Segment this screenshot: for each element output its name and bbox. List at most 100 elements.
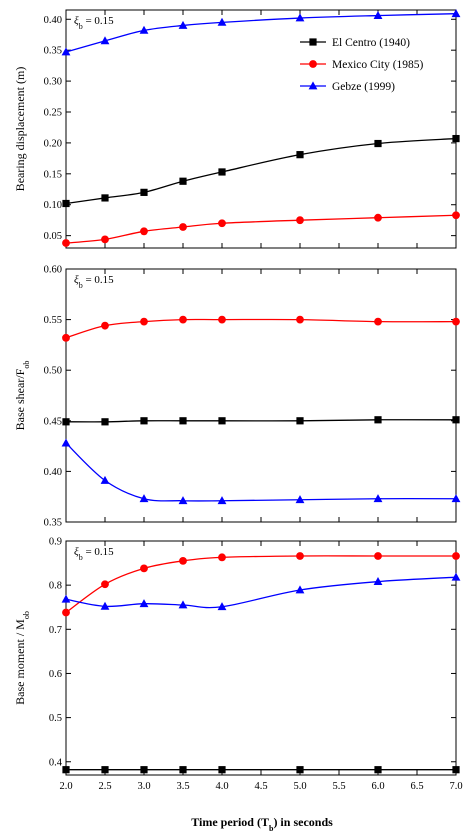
x-tick-label-7: 5.5 bbox=[332, 781, 345, 792]
x-tick-label-4: 4.0 bbox=[215, 781, 228, 792]
x-tick-label-10: 7.0 bbox=[449, 781, 462, 792]
data-point-4 bbox=[218, 168, 226, 176]
series-line bbox=[65, 555, 456, 614]
data-point-2 bbox=[140, 766, 148, 774]
data-point-3 bbox=[179, 556, 187, 565]
series-el-centro bbox=[62, 416, 460, 426]
data-point-7 bbox=[451, 494, 461, 503]
data-point-3 bbox=[179, 315, 187, 324]
series-line bbox=[65, 318, 457, 339]
data-point-1 bbox=[101, 194, 109, 202]
data-point-2 bbox=[140, 188, 148, 196]
data-point-1 bbox=[101, 418, 109, 426]
data-point-0 bbox=[62, 199, 70, 208]
data-point-7 bbox=[451, 572, 461, 581]
x-tick-label-3: 3.5 bbox=[176, 781, 189, 792]
chart-panel-3: 0.4 0.5 0.6 0.7 0.8 0.9 2.0 2.5 3.0 3.5 4.0 4.5 5.0 5… bbox=[13, 537, 463, 793]
y-tick-label-7: 0.40 bbox=[44, 15, 62, 26]
series-line bbox=[65, 576, 457, 609]
data-point-2 bbox=[140, 417, 148, 425]
legend-marker bbox=[309, 38, 317, 46]
data-point-6 bbox=[373, 494, 383, 503]
data-point-1 bbox=[100, 475, 110, 484]
x-tick-label-0: 2.0 bbox=[59, 781, 72, 792]
data-point-6 bbox=[373, 577, 383, 586]
legend: El Centro (1940) Mexico City (1985) Gebze … bbox=[300, 37, 424, 93]
data-point-0 bbox=[62, 239, 70, 247]
data-point-6 bbox=[374, 552, 382, 560]
data-point-2 bbox=[139, 25, 149, 34]
y-tick-label-3: 0.7 bbox=[49, 625, 62, 636]
x-tick-label-2: 3.0 bbox=[137, 781, 150, 792]
y-tick-label-0: 0.4 bbox=[49, 757, 63, 768]
y-tick-label-3: 0.50 bbox=[44, 366, 62, 377]
data-point-4 bbox=[218, 417, 226, 425]
data-point-5 bbox=[296, 552, 304, 560]
data-point-4 bbox=[217, 602, 227, 611]
series-line bbox=[65, 442, 457, 502]
y-tick-label-3: 0.20 bbox=[44, 138, 62, 149]
y-axis-label: Bearing displacement (m) bbox=[13, 67, 27, 192]
x-tick-label-5: 4.5 bbox=[254, 781, 267, 792]
series-gebze bbox=[61, 438, 461, 505]
data-point-2 bbox=[139, 494, 149, 503]
series-gebze bbox=[61, 9, 461, 56]
data-point-6 bbox=[374, 766, 382, 774]
data-point-3 bbox=[179, 417, 187, 425]
data-point-1 bbox=[101, 235, 109, 244]
legend-label-2: Gebze (1999) bbox=[332, 81, 395, 93]
data-point-0 bbox=[62, 766, 70, 774]
y-axis-label: Base shear/Fob bbox=[13, 361, 31, 431]
legend-marker bbox=[309, 60, 317, 68]
data-point-3 bbox=[179, 223, 187, 231]
data-point-7 bbox=[452, 416, 460, 424]
data-point-4 bbox=[218, 315, 226, 324]
data-point-7 bbox=[452, 766, 460, 774]
chart-panel-2: 0.35 0.40 0.45 0.50 0.55 0.60 Base shear/Fob ξb… bbox=[13, 265, 461, 529]
y-tick-label-4: 0.8 bbox=[49, 581, 62, 592]
x-tick-label-6: 5.0 bbox=[293, 781, 306, 792]
data-point-2 bbox=[140, 227, 148, 236]
series-line bbox=[65, 214, 457, 244]
data-point-5 bbox=[295, 495, 305, 504]
data-point-0 bbox=[62, 418, 70, 426]
legend-label-1: Mexico City (1985) bbox=[332, 59, 424, 71]
series-el-centro bbox=[62, 134, 460, 208]
series-line bbox=[65, 137, 457, 205]
legend-label-0: El Centro (1940) bbox=[332, 37, 410, 49]
data-point-3 bbox=[178, 600, 188, 609]
data-point-5 bbox=[295, 585, 305, 594]
series-gebze bbox=[61, 572, 461, 611]
x-tick-label-8: 6.0 bbox=[371, 781, 384, 792]
y-tick-label-1: 0.5 bbox=[49, 713, 62, 724]
y-tick-label-5: 0.30 bbox=[44, 77, 62, 88]
legend-marker bbox=[308, 81, 318, 90]
damping-annotation: ξb = 0.15 bbox=[74, 15, 114, 31]
data-point-1 bbox=[101, 580, 109, 589]
y-tick-label-2: 0.45 bbox=[44, 416, 62, 427]
data-point-6 bbox=[374, 317, 382, 326]
data-point-5 bbox=[296, 216, 304, 225]
data-point-3 bbox=[179, 766, 187, 774]
data-point-0 bbox=[61, 438, 71, 447]
data-point-0 bbox=[61, 594, 71, 603]
damping-annotation: ξb = 0.15 bbox=[74, 274, 114, 290]
data-point-6 bbox=[373, 10, 383, 19]
damping-annotation: ξb = 0.15 bbox=[74, 546, 114, 562]
data-point-3 bbox=[178, 20, 188, 29]
data-point-1 bbox=[100, 36, 110, 45]
data-point-1 bbox=[101, 766, 109, 774]
y-axis-label: Base moment / Mob bbox=[13, 611, 31, 705]
x-tick-label-9: 6.5 bbox=[410, 781, 423, 792]
data-point-5 bbox=[296, 417, 304, 425]
data-point-2 bbox=[140, 564, 148, 573]
data-point-7 bbox=[452, 552, 460, 560]
data-point-3 bbox=[179, 177, 187, 185]
plot-frame bbox=[65, 540, 457, 776]
data-point-0 bbox=[62, 608, 70, 617]
data-point-7 bbox=[452, 317, 460, 326]
y-tick-label-6: 0.35 bbox=[44, 46, 62, 57]
data-point-0 bbox=[62, 333, 70, 342]
data-point-6 bbox=[374, 213, 382, 222]
